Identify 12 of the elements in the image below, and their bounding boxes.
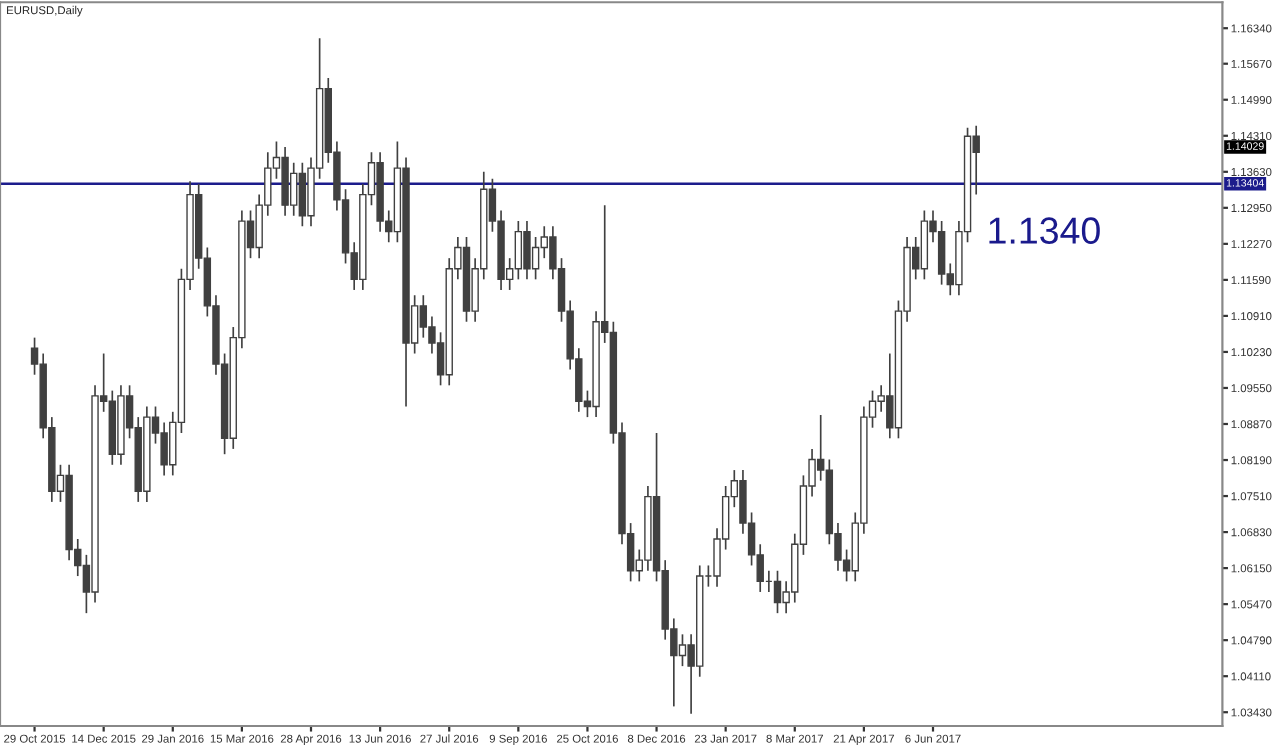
candlestick <box>523 220 531 281</box>
annotation: 1.1340 <box>989 217 1100 244</box>
candlestick <box>298 161 307 228</box>
candlestick <box>419 294 428 339</box>
candlestick <box>281 146 289 217</box>
candlestick <box>678 633 687 667</box>
candlestick <box>773 569 782 614</box>
candlestick <box>514 220 523 281</box>
candlestick <box>160 421 168 477</box>
candlestick <box>920 209 929 281</box>
candlestick <box>531 236 540 281</box>
candlestick <box>937 220 946 286</box>
